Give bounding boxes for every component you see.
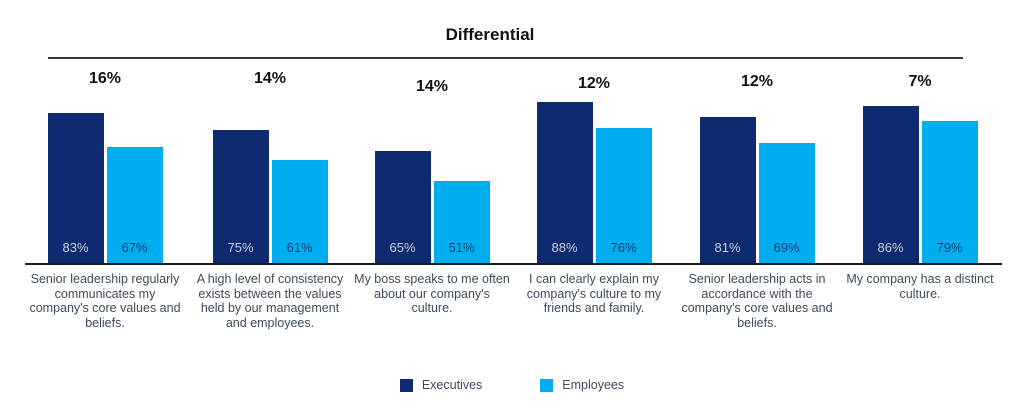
category-label: My boss speaks to me often about our com… [354,272,510,315]
executives-bar: 75% [212,130,269,263]
employees-bar: 51% [433,181,490,263]
employees-bar: 67% [106,147,163,263]
differential-label: 14% [253,70,287,87]
executives-bar: 88% [536,102,593,263]
employees-bar: 79% [921,121,978,263]
employees-bar: 76% [595,128,652,263]
bar-value-label: 88% [551,240,578,255]
employees-bar: 69% [758,143,815,263]
bar-value-label: 67% [121,240,148,255]
employees-bar: 61% [271,160,328,263]
differential-label: 12% [740,73,774,90]
category-label: A high level of consistency exists betwe… [196,272,344,330]
bar-value-label: 79% [936,240,963,255]
x-axis-line [25,263,1002,265]
bar-value-label: 86% [877,240,904,255]
bar-value-label: 75% [227,240,254,255]
chart-title: Differential [445,25,535,44]
executives-bar: 65% [374,151,431,263]
executives-bar: 81% [699,117,756,263]
differential-label: 14% [415,78,449,95]
bar-pair: 86% 79% [862,106,978,263]
legend-label-employees: Employees [562,378,625,392]
executives-bar: 86% [862,106,919,263]
bar-pair: 83% 67% [47,113,163,263]
bar-pair: 65% 51% [374,151,490,263]
bar-value-label: 65% [389,240,416,255]
differential-rule-line [48,57,963,59]
category-label: I can clearly explain my company's cultu… [526,272,662,315]
legend: Executives Employees [0,378,1024,392]
differential-label: 16% [88,70,122,87]
bar-value-label: 83% [62,240,89,255]
bar-value-label: 76% [610,240,637,255]
differential-label: 12% [577,75,611,92]
bar-pair: 81% 69% [699,117,815,263]
legend-item-executives: Executives [399,378,483,392]
bar-value-label: 61% [286,240,313,255]
executives-swatch-icon [399,378,413,392]
legend-label-executives: Executives [421,378,483,392]
category-label: Senior leadership acts in accordance wit… [681,272,833,330]
bar-value-label: 69% [773,240,800,255]
bar-value-label: 81% [714,240,741,255]
bar-value-label: 51% [448,240,475,255]
employees-swatch-icon [540,378,554,392]
category-label: Senior leadership regularly communicates… [29,272,181,330]
executives-bar: 83% [47,113,104,263]
legend-item-employees: Employees [540,378,624,392]
bar-pair: 75% 61% [212,130,328,263]
differential-label: 7% [908,73,932,90]
category-label: My company has a distinct culture. [846,272,994,301]
bar-pair: 88% 76% [536,102,652,263]
